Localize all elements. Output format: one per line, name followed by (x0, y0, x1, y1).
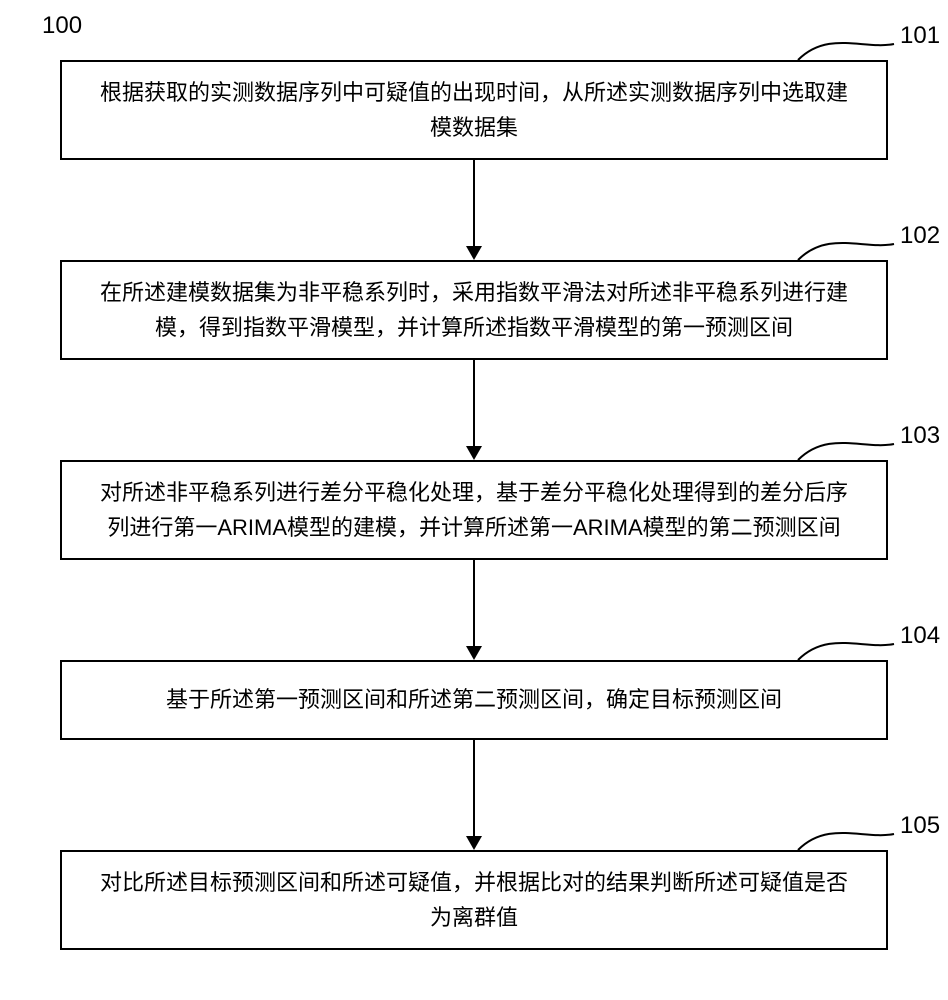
arrow-line-1 (473, 160, 475, 246)
step-box-4: 基于所述第一预测区间和所述第二预测区间，确定目标预测区间 (60, 660, 888, 740)
step-label-3: 103 (900, 422, 940, 450)
flowchart-canvas: 100 根据获取的实测数据序列中可疑值的出现时间，从所述实测数据序列中选取建模数据… (0, 0, 948, 1000)
arrow-line-2 (473, 360, 475, 446)
step-label-5: 105 (900, 812, 940, 840)
step-label-4: 104 (900, 622, 940, 650)
step-label-2: 102 (900, 222, 940, 250)
arrow-head-3 (466, 646, 482, 660)
step-box-3: 对所述非平稳系列进行差分平稳化处理，基于差分平稳化处理得到的差分后序列进行第一A… (60, 460, 888, 560)
arrow-head-4 (466, 836, 482, 850)
step-box-1: 根据获取的实测数据序列中可疑值的出现时间，从所述实测数据序列中选取建模数据集 (60, 60, 888, 160)
arrow-line-3 (473, 560, 475, 646)
step-box-2: 在所述建模数据集为非平稳系列时，采用指数平滑法对所述非平稳系列进行建模，得到指数… (60, 260, 888, 360)
step-label-1: 101 (900, 22, 940, 50)
arrow-head-2 (466, 446, 482, 460)
arrow-line-4 (473, 740, 475, 836)
arrow-head-1 (466, 246, 482, 260)
step-box-5: 对比所述目标预测区间和所述可疑值，并根据比对的结果判断所述可疑值是否为离群值 (60, 850, 888, 950)
figure-label: 100 (42, 12, 82, 40)
